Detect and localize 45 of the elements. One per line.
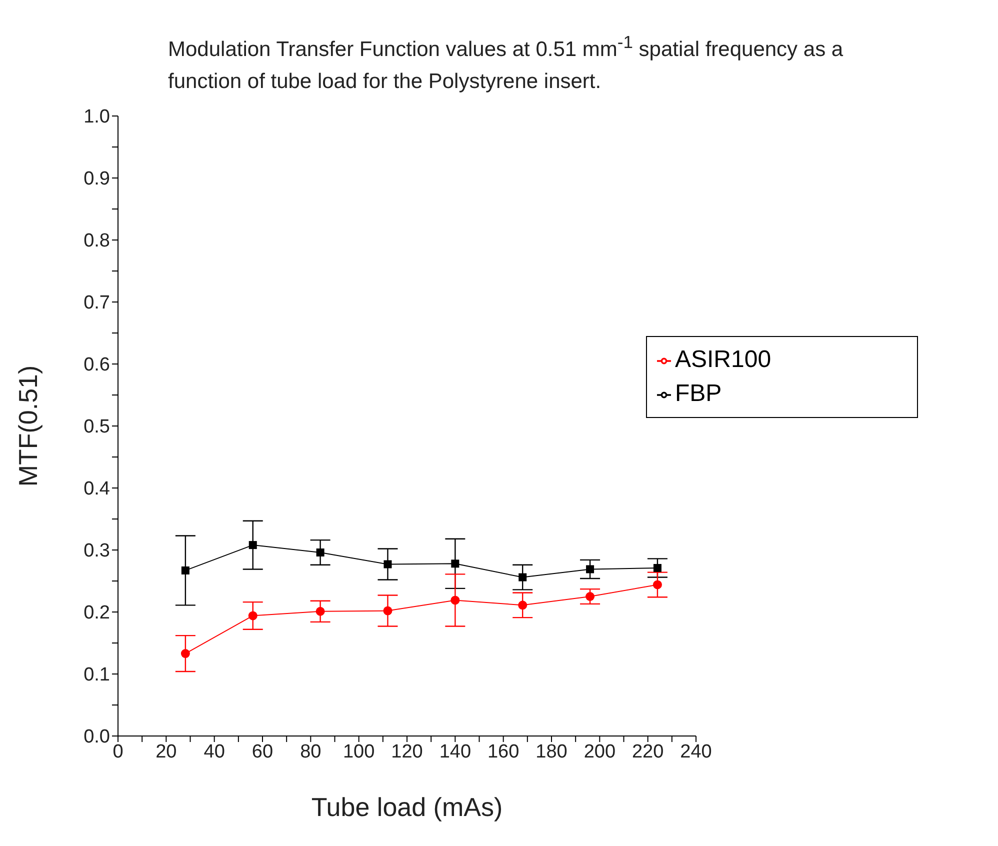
y-tick-label: 0.3	[84, 540, 110, 562]
x-tick-label: 20	[156, 741, 177, 762]
point	[653, 564, 662, 572]
point	[383, 606, 392, 616]
point	[181, 566, 190, 574]
y-tick-label: 0.9	[84, 168, 110, 190]
point	[384, 560, 392, 568]
point	[518, 573, 527, 582]
point	[248, 541, 257, 550]
y-tick-label: 0.4	[84, 478, 110, 500]
x-tick-label: 120	[391, 741, 423, 762]
x-tick-label: 40	[204, 741, 225, 762]
y-tick-label: 0.0	[84, 726, 110, 748]
point	[450, 596, 460, 605]
x-tick-label: 60	[252, 741, 274, 762]
x-tick-label: 200	[584, 741, 616, 762]
y-tick-label: 0.2	[84, 602, 110, 624]
point	[518, 600, 528, 610]
x-tick-label: 0	[112, 741, 124, 762]
chart-title: Modulation Transfer Function values at 0.51 mm$^{-1}$ spatial frequency as a function of tube load for the Polystyrene insert.	[168, 32, 844, 93]
point	[180, 649, 190, 658]
point	[316, 606, 325, 616]
y-axis-title: MTF(0.51)	[13, 365, 44, 487]
y-tick-label: 1.0	[84, 106, 110, 128]
x-axis-title: Tube load (mAs)	[311, 792, 503, 822]
y-tick-label: 0.5	[84, 416, 110, 438]
x-tick-label: 140	[439, 741, 472, 762]
y-tick-label: 0.7	[84, 292, 110, 314]
y-tick-label: 0.1	[84, 664, 110, 686]
point	[586, 592, 595, 601]
y-tick-label: 0.8	[84, 230, 110, 252]
point	[316, 548, 324, 556]
x-tick-label: 100	[342, 741, 375, 762]
legend-label: FBP	[675, 380, 722, 407]
legend-label: ASIR100	[675, 346, 772, 373]
x-tick-label: 160	[487, 741, 520, 762]
x-tick-label: 80	[300, 741, 322, 762]
point	[248, 611, 258, 620]
x-tick-label: 240	[680, 741, 712, 762]
point	[652, 580, 662, 590]
x-tick-label: 180	[536, 741, 568, 762]
x-tick-label: 220	[632, 741, 664, 762]
y-tick-label: 0.6	[84, 354, 110, 376]
point	[451, 560, 460, 568]
point	[586, 565, 594, 574]
